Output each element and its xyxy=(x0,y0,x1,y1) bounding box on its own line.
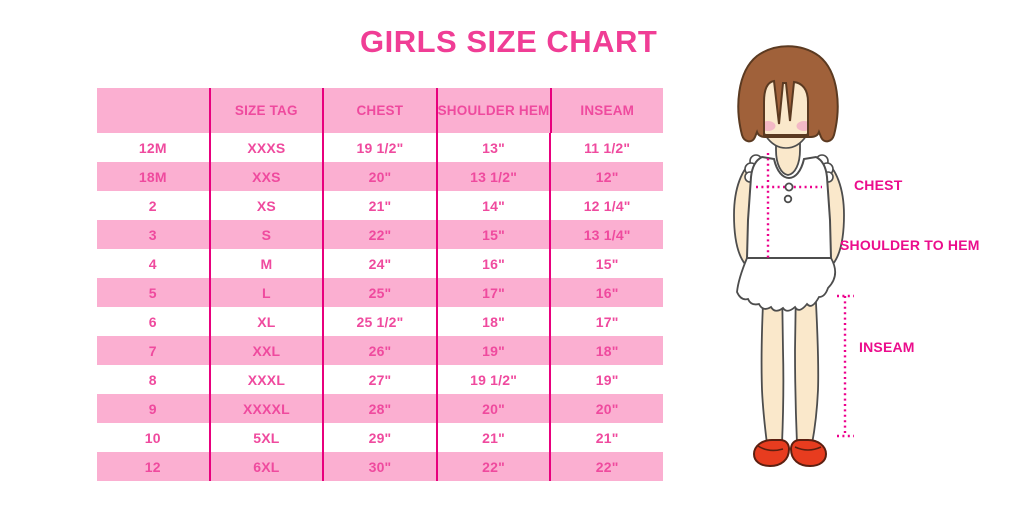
cell-size: 8 xyxy=(97,365,211,394)
inseam-label: INSEAM xyxy=(859,339,915,355)
cell-shoulder-hem: 17" xyxy=(438,278,552,307)
cell-shoulder-hem: 22" xyxy=(438,452,552,481)
cell-chest: 27" xyxy=(324,365,438,394)
cell-shoulder-hem: 20" xyxy=(438,394,552,423)
table-row: 10 5XL 29" 21" 21" xyxy=(97,423,663,452)
cell-shoulder-hem: 16" xyxy=(438,249,552,278)
cell-shoulder-hem: 14" xyxy=(438,191,552,220)
cell-size: 12M xyxy=(97,133,211,162)
girl-legs xyxy=(760,283,820,445)
cell-size-tag: XXS xyxy=(211,162,325,191)
cell-size: 12 xyxy=(97,452,211,481)
cell-size-tag: XXXXL xyxy=(211,394,325,423)
cell-shoulder-hem: 13" xyxy=(438,133,552,162)
size-table: SIZE TAG CHEST SHOULDER HEM INSEAM 12M X… xyxy=(97,88,663,481)
table-row: 5 L 25" 17" 16" xyxy=(97,278,663,307)
cell-size: 2 xyxy=(97,191,211,220)
cell-size: 9 xyxy=(97,394,211,423)
cell-inseam: 11 1/2" xyxy=(584,139,631,156)
cell-inseam: 16" xyxy=(595,284,619,301)
cell-shoulder-hem: 18" xyxy=(438,307,552,336)
cell-shoulder-hem: 19 1/2" xyxy=(438,365,552,394)
cell-size: 6 xyxy=(97,307,211,336)
header-cell-size-tag: SIZE TAG xyxy=(211,88,325,133)
cell-inseam: 18" xyxy=(595,342,619,359)
table-row: 12M XXXS 19 1/2" 13" 11 1/2" xyxy=(97,133,663,162)
cell-inseam: 17" xyxy=(595,313,619,330)
header-cell-chest: CHEST xyxy=(324,88,438,133)
cell-size: 10 xyxy=(97,423,211,452)
cell-size-tag: 6XL xyxy=(211,452,325,481)
table-row: 12 6XL 30" 22" 22" xyxy=(97,452,663,481)
cell-chest: 24" xyxy=(324,249,438,278)
header-cell-inseam: INSEAM xyxy=(580,103,635,118)
cell-inseam: 22" xyxy=(595,458,619,475)
cell-inseam: 20" xyxy=(595,400,619,417)
cell-inseam: 21" xyxy=(595,429,619,446)
cell-inseam: 12 1/4" xyxy=(583,197,631,214)
cell-chest: 29" xyxy=(324,423,438,452)
table-row: 18M XXS 20" 13 1/2" 12" xyxy=(97,162,663,191)
cell-chest: 25" xyxy=(324,278,438,307)
cell-inseam: 12" xyxy=(595,168,619,185)
cell-inseam: 15" xyxy=(595,255,619,272)
cell-inseam: 19" xyxy=(595,371,619,388)
cell-size: 7 xyxy=(97,336,211,365)
table-row: 6 XL 25 1/2" 18" 17" xyxy=(97,307,663,336)
header-cell-size xyxy=(97,88,211,133)
cell-size: 3 xyxy=(97,220,211,249)
table-row: 2 XS 21" 14" 12 1/4" xyxy=(97,191,663,220)
table-row: 7 XXL 26" 19" 18" xyxy=(97,336,663,365)
cell-inseam: 13 1/4" xyxy=(583,226,631,243)
cell-shoulder-hem: 19" xyxy=(438,336,552,365)
cell-shoulder-hem: 21" xyxy=(438,423,552,452)
girl-top-buttons xyxy=(783,182,794,204)
cell-chest: 25 1/2" xyxy=(324,307,438,336)
cell-size-tag: 5XL xyxy=(211,423,325,452)
size-table-body: 12M XXXS 19 1/2" 13" 11 1/2" 18M XXS 20"… xyxy=(97,133,663,481)
cell-size-tag: L xyxy=(211,278,325,307)
header-cell-shoulder-hem: SHOULDER HEM xyxy=(438,88,552,133)
cell-chest: 26" xyxy=(324,336,438,365)
cell-size-tag: XXXS xyxy=(211,133,325,162)
chest-label: CHEST xyxy=(854,177,903,193)
cell-size-tag: S xyxy=(211,220,325,249)
cell-shoulder-hem: 15" xyxy=(438,220,552,249)
girl-skirt xyxy=(736,257,837,312)
girl-illustration xyxy=(733,45,854,468)
cell-size-tag: XXXL xyxy=(211,365,325,394)
cell-size-tag: XL xyxy=(211,307,325,336)
cell-size: 4 xyxy=(97,249,211,278)
shoulder-to-hem-label: SHOULDER TO HEM xyxy=(840,237,980,253)
cell-chest: 28" xyxy=(324,394,438,423)
cell-size: 5 xyxy=(97,278,211,307)
table-row: 8 XXXL 27" 19 1/2" 19" xyxy=(97,365,663,394)
cell-chest: 19 1/2" xyxy=(324,133,438,162)
page-title: GIRLS SIZE CHART xyxy=(360,24,658,59)
cell-size-tag: XS xyxy=(211,191,325,220)
cell-size: 18M xyxy=(97,162,211,191)
cell-size-tag: M xyxy=(211,249,325,278)
cell-size-tag: XXL xyxy=(211,336,325,365)
cell-chest: 22" xyxy=(324,220,438,249)
girl-shoes xyxy=(752,439,828,468)
cell-shoulder-hem: 13 1/2" xyxy=(438,162,552,191)
table-row: 4 M 24" 16" 15" xyxy=(97,249,663,278)
table-row: 3 S 22" 15" 13 1/4" xyxy=(97,220,663,249)
cell-chest: 21" xyxy=(324,191,438,220)
table-row: 9 XXXXL 28" 20" 20" xyxy=(97,394,663,423)
girl-top xyxy=(745,155,833,259)
girl-hair xyxy=(737,45,839,143)
cell-chest: 30" xyxy=(324,452,438,481)
cell-chest: 20" xyxy=(324,162,438,191)
size-table-header-row: SIZE TAG CHEST SHOULDER HEM INSEAM xyxy=(97,88,663,133)
